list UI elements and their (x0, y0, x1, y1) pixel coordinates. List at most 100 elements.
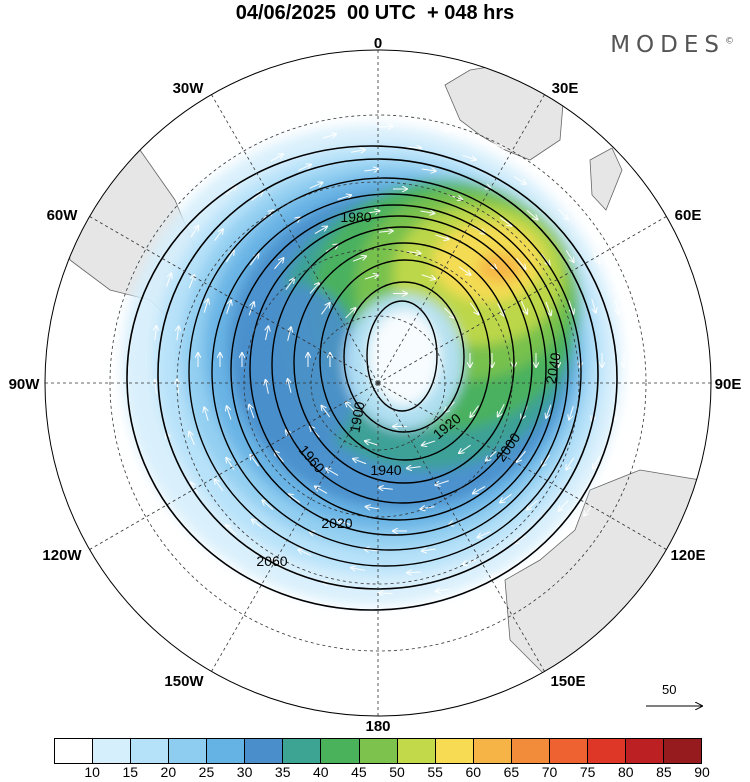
vector-reference-label: 50 (662, 682, 677, 697)
wind-arrow-70 (338, 520, 352, 526)
wind-arrow-16 (421, 274, 435, 279)
colorbar-tick-40: 40 (313, 764, 329, 780)
lon-label-120e: 120E (670, 547, 705, 564)
contour-label-2040: 2040 (542, 351, 563, 385)
colorbar-swatch-2 (131, 739, 170, 763)
vector-reference (640, 682, 710, 714)
colorbar-tick-75: 75 (579, 764, 596, 780)
wind-arrow-123 (298, 164, 311, 171)
colorbar-swatch-15 (625, 739, 664, 763)
wind-arrow-5 (345, 308, 356, 319)
longitude-labels: 0 30E 60E 90E 120E 150E 180 150W 120W 90… (9, 35, 742, 735)
meridian-7 (211, 382, 379, 672)
wind-arrow-117 (189, 432, 195, 446)
wind-arrow-90 (364, 549, 379, 551)
wind-arrow-72 (250, 455, 259, 467)
wind-arrow-25 (288, 327, 291, 341)
wind-arrow-33 (486, 450, 497, 460)
wind-arrow-24 (288, 379, 291, 393)
wind-arrow-97 (225, 250, 234, 263)
colorbar-swatch-6 (283, 739, 322, 763)
colorbar-tick-60: 60 (465, 764, 482, 780)
wind-arrow-137 (436, 589, 450, 591)
lon-label-150w: 150W (164, 673, 204, 690)
meridian-4 (377, 382, 667, 550)
wind-arrow-40 (285, 278, 294, 291)
wind-arrow-81 (499, 217, 511, 226)
map-boundary (44, 49, 712, 717)
wind-arrow-35 (379, 488, 393, 489)
colorbar-swatch-10 (435, 739, 474, 763)
colorbar-tick-35: 35 (274, 764, 291, 780)
copyright-mark: © (725, 36, 734, 47)
wind-arrow-144 (155, 380, 157, 395)
wind-arrow-83 (568, 300, 573, 314)
wind-arrow-76 (249, 254, 258, 266)
wind-arrow-17 (469, 302, 478, 314)
wind-arrow-112 (407, 572, 422, 573)
colorbar-tick-45: 45 (351, 764, 367, 780)
lon-label-30e: 30E (552, 80, 579, 97)
meridian-8 (89, 382, 379, 550)
meridian-10 (89, 216, 379, 384)
contour-label-1980: 1980 (340, 209, 371, 225)
colorbar-swatch-7 (321, 739, 360, 763)
wind-arrow-147 (190, 226, 199, 238)
wind-arrow-109 (558, 500, 569, 511)
wind-arrow-105 (591, 299, 596, 312)
colorbar-swatch-11 (473, 739, 512, 763)
colorbar-swatch-12 (511, 739, 550, 763)
wind-arrow-133 (617, 458, 624, 472)
wind-arrow-130 (615, 300, 618, 314)
wind-arrow-116 (215, 479, 224, 492)
wind-arrow-136 (491, 571, 505, 578)
colorbar-tick-50: 50 (389, 764, 405, 780)
lon-label-60w: 60W (47, 207, 79, 224)
lat-circle-3 (109, 114, 647, 652)
wind-arrow-114 (298, 550, 312, 556)
wind-arrow-138 (379, 593, 393, 594)
contour-line-5 (249, 215, 547, 521)
colorbar-tick-70: 70 (541, 764, 558, 780)
wind-arrow-122 (251, 192, 263, 201)
brand-logo: MODES© (610, 32, 734, 58)
wind-arrow-153 (490, 142, 504, 149)
wind-arrow-93 (226, 458, 235, 470)
wind-arrow-101 (421, 169, 436, 171)
wind-arrow-120 (188, 275, 194, 289)
lon-label-30w: 30W (173, 80, 205, 97)
wind-arrow-9 (470, 405, 479, 417)
wind-arrow-149 (270, 154, 283, 162)
wind-arrow-89 (422, 549, 436, 551)
wind-arrow-140 (271, 559, 284, 567)
map-title: 04/06/2025 00 UTC + 048 hrs (235, 2, 515, 24)
wind-arrow-10 (422, 440, 436, 445)
wind-speed-band-10 (478, 253, 522, 283)
wind-arrow-7 (444, 307, 455, 318)
reference-arrow-icon (646, 682, 710, 714)
wind-arrow-11 (365, 441, 379, 446)
wind-arrow-26 (309, 283, 319, 294)
wind-arrow-71 (289, 494, 301, 503)
wind-arrow-59 (365, 211, 380, 213)
wind-arrow-125 (407, 147, 421, 148)
wind-arrow-99 (309, 183, 323, 189)
wind-arrow-155 (583, 204, 593, 215)
contour-label-1900: 1900 (346, 400, 367, 434)
wind-arrow-52 (315, 486, 328, 494)
wind-arrow-62 (516, 257, 526, 269)
wind-arrow-47 (546, 404, 552, 418)
wind-arrow-111 (463, 559, 477, 564)
wind-arrow-156 (616, 248, 623, 262)
wind-arrow-128 (558, 208, 568, 219)
wind-arrow-30 (497, 303, 505, 315)
lon-label-90e: 90E (715, 376, 742, 393)
wind-arrow-104 (565, 250, 574, 262)
wind-arrow-129 (592, 251, 600, 263)
wind-arrow-115 (252, 520, 263, 529)
colorbar-swatch-9 (397, 739, 436, 763)
wind-arrow-108 (593, 456, 601, 468)
wind-arrow-145 (155, 326, 157, 340)
lon-label-150e: 150E (550, 673, 585, 690)
wind-arrow-49 (473, 486, 486, 493)
